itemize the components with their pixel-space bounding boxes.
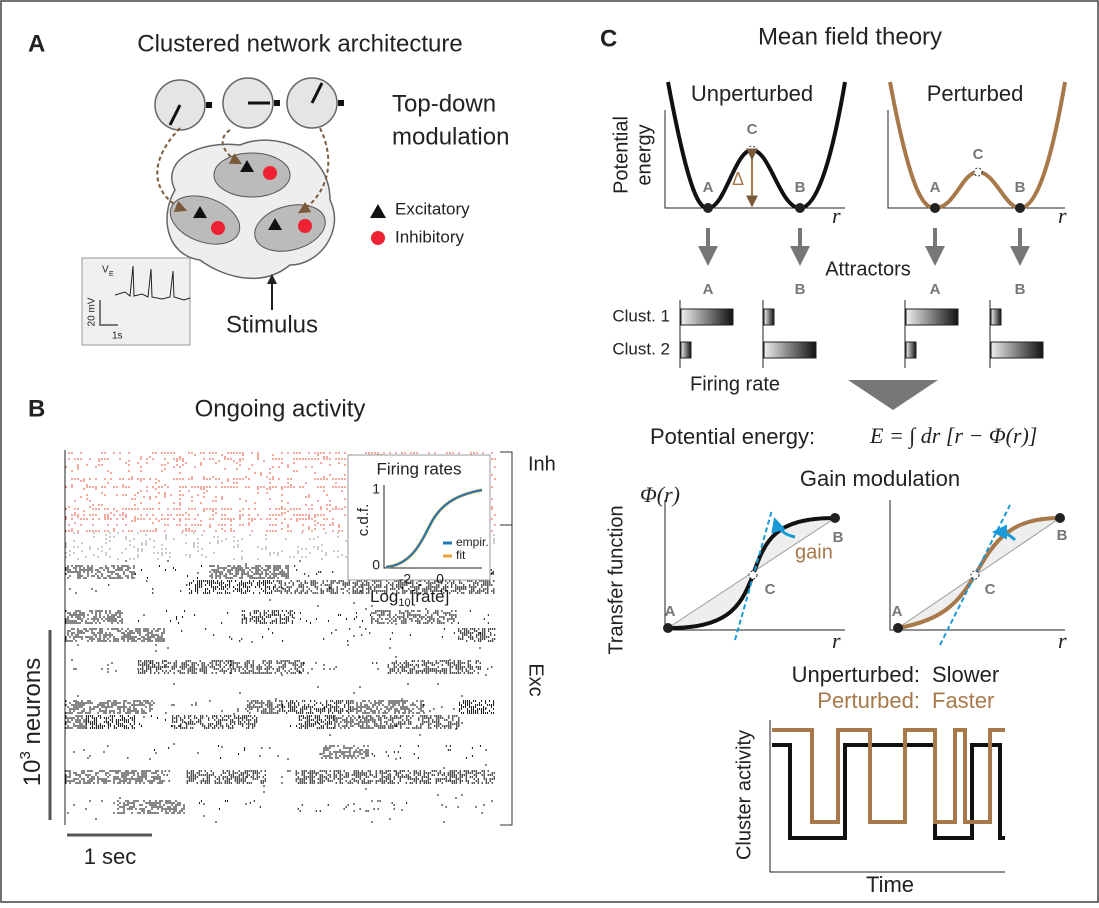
activity-unperturbed (772, 745, 1005, 838)
point-label: C (765, 581, 776, 598)
xlabel-part: 10 (398, 597, 410, 609)
network (150, 128, 334, 278)
point-label: B (795, 179, 806, 196)
rate-inset: Firing rates c.d.f. 1 0 -2 0 empir. fit (348, 455, 490, 587)
legend-label: Inhibitory (395, 227, 464, 246)
point-label: A (892, 603, 903, 620)
state-label: A (703, 281, 714, 298)
legend-marker (370, 204, 386, 218)
row-label: Clust. 1 (612, 306, 670, 325)
point-label: A (665, 603, 676, 620)
point-label: A (703, 179, 714, 196)
inset-label: V (102, 265, 109, 276)
attractor-bars (680, 300, 1043, 368)
axis-label: Cluster activity (733, 730, 755, 860)
legend-marker (371, 231, 385, 245)
subpanel-title: Unperturbed (691, 81, 813, 106)
scale-part: 3 (17, 751, 34, 759)
legend-label: Perturbed: (817, 688, 920, 713)
axis-label: r (832, 628, 841, 653)
equation: E = ∫ dr [r − Φ(r)] (869, 423, 1037, 449)
axis-label: Firing rate (690, 373, 780, 395)
transfer-left: A B C gain r (663, 500, 845, 653)
inset-tick-label: -2 (399, 571, 412, 587)
panel-title: Mean field theory (758, 23, 942, 50)
gain-label: gain (795, 541, 833, 563)
legend-label: Unperturbed: (792, 662, 920, 687)
panel-title: Ongoing activity (195, 395, 366, 422)
inset-label: E (109, 271, 114, 278)
equation-label: Potential energy: (650, 424, 815, 449)
population-label: Exc (525, 663, 547, 696)
point-label: B (1015, 179, 1026, 196)
axis-label: r (832, 203, 841, 228)
axis-label: Φ(r) (640, 482, 680, 507)
xlabel-part: [rate] (411, 587, 450, 606)
subpanel-title: Gain modulation (800, 466, 960, 491)
scale-part: neurons (19, 658, 46, 751)
panel-letter: B (28, 395, 45, 422)
point-label: C (747, 121, 758, 138)
inset-legend: empir. (456, 535, 489, 549)
derivation-arrow (848, 380, 938, 410)
modulation-label: Top-down (392, 90, 496, 117)
panel-letter: C (600, 25, 617, 52)
activity-axes (770, 720, 1005, 872)
figure: A Clustered network architecture Top-dow… (0, 0, 1099, 903)
axis-label: Potential (610, 116, 632, 194)
scale-label: 20 mV (87, 297, 98, 326)
inset-ylabel: c.d.f. (355, 504, 372, 537)
population-label: Inh (528, 453, 556, 475)
attractors-label: Attractors (825, 258, 911, 280)
panel-c: C Mean field theory Unperturbed Perturbe… (600, 23, 1068, 896)
state-label: B (1015, 281, 1026, 298)
barrier-label: Δ (732, 169, 744, 189)
legend-label: Slower (932, 662, 999, 687)
legend-label: Excitatory (395, 199, 470, 218)
panel-letter: A (28, 30, 45, 57)
point-label: B (1057, 527, 1068, 544)
stimulus-label: Stimulus (226, 311, 318, 338)
state-label: A (930, 281, 941, 298)
transfer-right: A B C r (890, 500, 1068, 653)
state-label: B (795, 281, 806, 298)
panel-b: B Ongoing activity Firing rates c.d.f. 1… (17, 395, 556, 868)
legend-label: Faster (932, 688, 994, 713)
inset-tick-label: 0 (436, 571, 444, 587)
scale-label: 1s (112, 331, 123, 342)
point-label: A (930, 179, 941, 196)
panel-title: Clustered network architecture (137, 30, 462, 57)
modulation-label: modulation (392, 123, 509, 150)
xlabel-part: Log (370, 587, 398, 606)
inset-title: Firing rates (376, 459, 461, 478)
inset-xlabel: Log10[rate] (370, 587, 449, 608)
axis-label: r (1058, 203, 1067, 228)
point-label: C (985, 581, 996, 598)
modulators (155, 78, 344, 130)
attractor-arrows (708, 228, 1020, 262)
scale-label: 1 sec (84, 844, 137, 869)
axis-label: energy (633, 124, 655, 185)
panel-a: A Clustered network architecture Top-dow… (28, 30, 509, 345)
axis-label: r (1058, 628, 1067, 653)
inset-tick-label: 0 (372, 557, 380, 573)
axis-label: Time (866, 872, 914, 897)
scale-label: 103 neurons (17, 658, 46, 786)
point-label: C (973, 146, 984, 163)
row-label: Clust. 2 (612, 339, 670, 358)
population-bracket (500, 452, 512, 825)
voltage-inset: V E 20 mV 1s (82, 258, 190, 345)
inset-legend: fit (456, 548, 466, 562)
scale-part: 10 (19, 760, 46, 787)
subpanel-title: Perturbed (927, 81, 1024, 106)
inset-tick-label: 1 (372, 481, 380, 497)
point-label: B (833, 529, 844, 546)
axis-label: Transfer function (605, 505, 627, 654)
